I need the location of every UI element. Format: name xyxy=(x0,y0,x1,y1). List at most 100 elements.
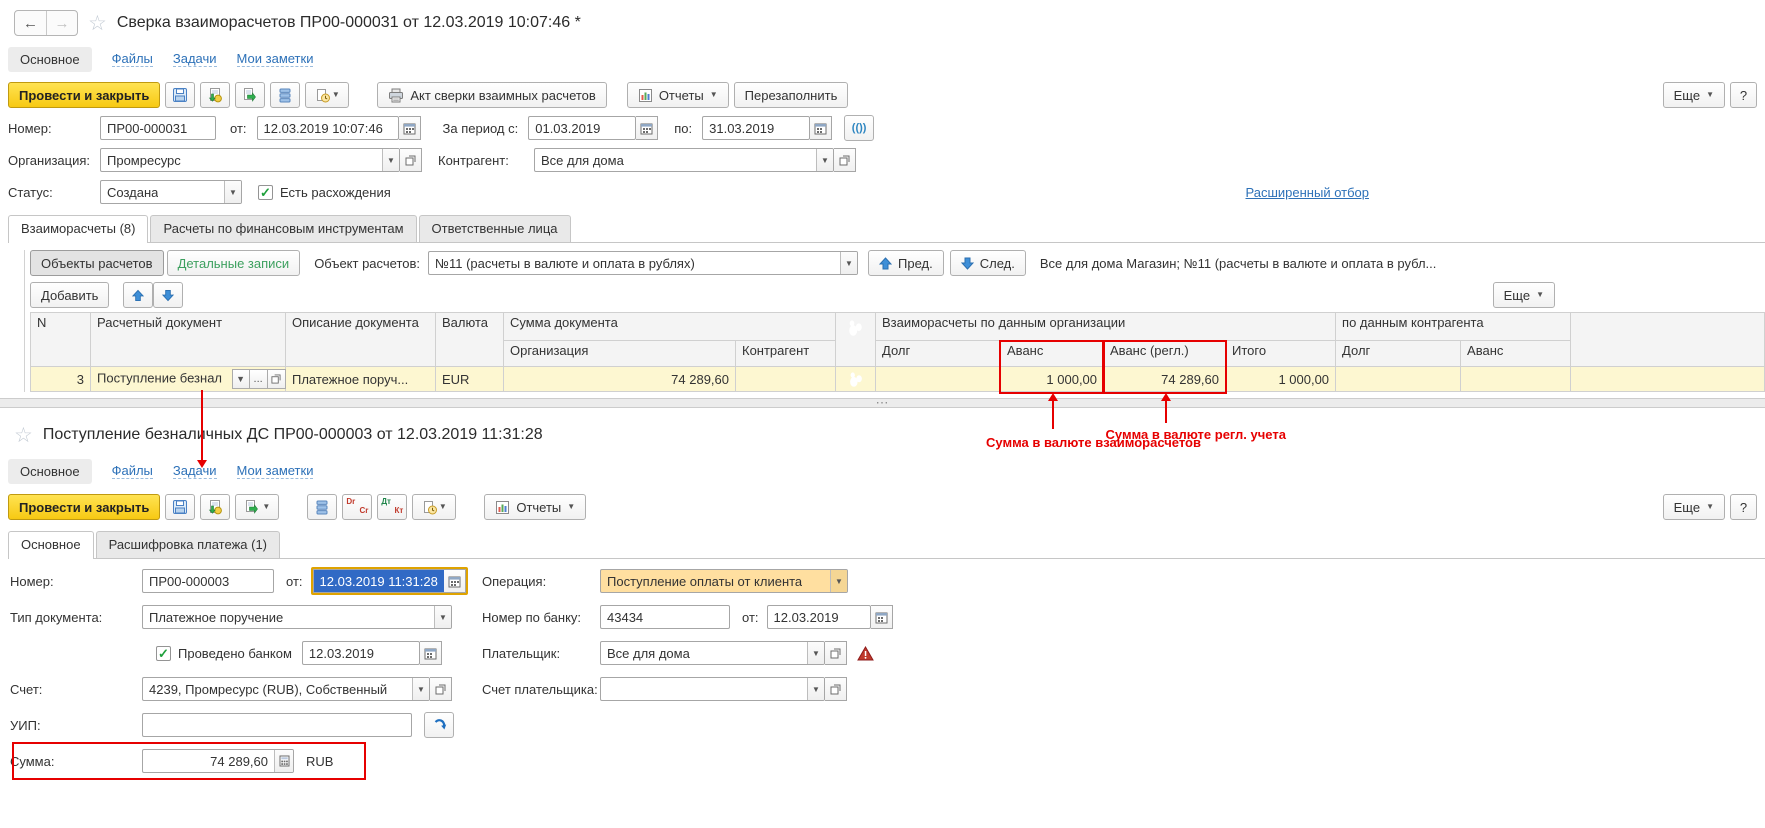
open-button[interactable] xyxy=(400,148,422,172)
bank-confirmed-checkbox[interactable]: ✓ xyxy=(156,645,171,661)
chevron-down-icon[interactable]: ▼ xyxy=(807,642,824,664)
nav-main[interactable]: Основное xyxy=(8,458,92,484)
chevron-down-icon[interactable]: ▼ xyxy=(231,369,250,389)
period-from-field[interactable]: 01.03.2019 xyxy=(528,116,637,140)
calendar-button[interactable] xyxy=(636,116,659,140)
details-mode-button[interactable]: Детальные записи xyxy=(166,250,301,276)
payer-account-combo[interactable]: ▼ xyxy=(600,677,825,701)
table-more-button[interactable]: Еще ▼ xyxy=(1492,282,1555,308)
advanced-filter-link[interactable]: Расширенный отбор xyxy=(1245,184,1370,200)
doctype-combo[interactable]: Платежное поручение ▼ xyxy=(142,605,452,629)
document-register-button[interactable] xyxy=(270,82,301,108)
tab-responsible-persons[interactable]: Ответственные лица xyxy=(418,215,571,242)
nav-tasks[interactable]: Задачи xyxy=(172,51,217,67)
tab-main[interactable]: Основное xyxy=(8,531,94,559)
date-field[interactable]: 12.03.2019 10:07:46 xyxy=(256,116,399,140)
nav-main[interactable]: Основное xyxy=(8,46,92,72)
refill-button[interactable]: Перезаполнить xyxy=(733,82,849,108)
period-to-field[interactable]: 31.03.2019 xyxy=(702,116,811,140)
change-history-button[interactable]: ▼ xyxy=(305,82,350,108)
chevron-down-icon[interactable]: ▼ xyxy=(840,252,858,274)
chevron-down-icon[interactable]: ▼ xyxy=(382,149,399,171)
help-button[interactable]: ? xyxy=(1730,494,1757,520)
cell-marker[interactable] xyxy=(835,366,877,392)
calendar-button[interactable] xyxy=(398,116,421,140)
match-settings-button[interactable]: (()) xyxy=(844,115,875,141)
nav-files[interactable]: Файлы xyxy=(111,51,153,67)
forward-button[interactable]: → xyxy=(46,11,77,35)
contragent-combo[interactable]: Все для дома ▼ xyxy=(534,148,834,172)
reports-button[interactable]: Отчеты ▼ xyxy=(626,82,729,108)
open-button[interactable] xyxy=(825,677,847,701)
status-combo[interactable]: Создана ▼ xyxy=(100,180,242,204)
dtkt-button[interactable]: Дт Кт xyxy=(377,494,408,520)
chevron-down-icon[interactable]: ▼ xyxy=(412,678,429,700)
add-button[interactable]: Добавить xyxy=(30,282,110,308)
objects-mode-button[interactable]: Объекты расчетов xyxy=(30,250,164,276)
back-button[interactable]: ← xyxy=(23,14,38,32)
open-button[interactable] xyxy=(834,148,856,172)
calendar-button[interactable] xyxy=(443,569,466,593)
object-combo[interactable]: №11 (расчеты в валюте и оплата в рублях)… xyxy=(428,251,859,275)
bank-date-field[interactable]: 12.03.2019 xyxy=(766,605,871,629)
cell-advance-regl[interactable]: 74 289,60 xyxy=(1103,366,1227,392)
chevron-down-icon[interactable]: ▼ xyxy=(224,181,241,203)
calendar-button[interactable] xyxy=(870,605,893,629)
cell-debt-contragent[interactable] xyxy=(1335,366,1462,392)
organization-combo[interactable]: Промресурс ▼ xyxy=(100,148,400,172)
cell-total[interactable]: 1 000,00 xyxy=(1225,366,1337,392)
account-combo[interactable]: 4239, Промресурс (RUB), Собственный ▼ xyxy=(142,677,430,701)
cell-currency[interactable]: EUR xyxy=(435,366,504,392)
calendar-button[interactable] xyxy=(810,116,833,140)
post-and-close-button[interactable]: Провести и закрыть xyxy=(8,82,161,108)
act-reconciliation-button[interactable]: Акт сверки взаимных расчетов xyxy=(377,82,607,108)
nav-tasks[interactable]: Задачи xyxy=(172,463,217,479)
post-and-close-button[interactable]: Провести и закрыть xyxy=(8,494,161,520)
next-button[interactable]: След. xyxy=(949,250,1026,276)
save-button[interactable] xyxy=(165,494,196,520)
tab-payment-details[interactable]: Расшифровка платежа (1) xyxy=(95,531,281,558)
more-button[interactable]: Еще ▼ xyxy=(1662,494,1725,520)
uip-field[interactable] xyxy=(142,713,412,737)
number-field[interactable]: ПР00-000003 xyxy=(142,569,274,593)
cell-document[interactable]: Поступление безнал ▼ ... xyxy=(90,366,286,468)
cell-contragent-sum[interactable] xyxy=(734,366,837,392)
sum-field[interactable]: 74 289,60 xyxy=(142,749,294,773)
cell-description[interactable]: Платежное поруч... xyxy=(285,366,436,392)
drcr-button[interactable]: Dr Cr xyxy=(342,494,373,520)
chevron-down-icon[interactable]: ▼ xyxy=(830,570,847,592)
nav-files[interactable]: Файлы xyxy=(111,463,153,479)
open-button[interactable] xyxy=(267,369,286,389)
post-button[interactable] xyxy=(200,82,231,108)
nav-notes[interactable]: Мои заметки xyxy=(236,463,314,479)
open-button[interactable] xyxy=(825,641,847,665)
cell-advance[interactable]: 1 000,00 xyxy=(1000,366,1105,392)
nav-notes[interactable]: Мои заметки xyxy=(236,51,314,67)
date-field-selected[interactable]: 12.03.2019 11:31:28 xyxy=(312,569,444,593)
open-button[interactable] xyxy=(430,677,452,701)
cell-org-sum[interactable]: 74 289,60 xyxy=(503,366,736,392)
calculator-button[interactable] xyxy=(274,750,293,772)
chevron-down-icon[interactable]: ▼ xyxy=(434,606,451,628)
uip-refresh-button[interactable] xyxy=(424,712,454,738)
create-based-on-button[interactable] xyxy=(235,82,266,108)
payer-combo[interactable]: Все для дома ▼ xyxy=(600,641,825,665)
window-splitter[interactable]: ⋯ xyxy=(0,396,1765,409)
help-button[interactable]: ? xyxy=(1730,82,1757,108)
prev-button[interactable]: Пред. xyxy=(868,250,944,276)
favorite-star-icon[interactable]: ☆ xyxy=(88,11,107,35)
calendar-button[interactable] xyxy=(419,641,442,665)
create-based-on-button[interactable]: ▼ xyxy=(235,494,280,520)
chevron-down-icon[interactable]: ▼ xyxy=(816,149,833,171)
tab-financial-instruments[interactable]: Расчеты по финансовым инструментам xyxy=(150,215,417,242)
save-button[interactable] xyxy=(165,82,196,108)
ellipsis-button[interactable]: ... xyxy=(249,369,268,389)
cell-n[interactable]: 3 xyxy=(30,366,91,392)
tab-mutual-settlements[interactable]: Взаиморасчеты (8) xyxy=(8,215,149,243)
post-button[interactable] xyxy=(200,494,231,520)
reports-button[interactable]: Отчеты ▼ xyxy=(484,494,587,520)
favorite-star-icon[interactable]: ☆ xyxy=(14,423,33,447)
chevron-down-icon[interactable]: ▼ xyxy=(807,678,824,700)
operation-combo[interactable]: Поступление оплаты от клиента ▼ xyxy=(600,569,848,593)
bank-number-field[interactable]: 43434 xyxy=(600,605,730,629)
